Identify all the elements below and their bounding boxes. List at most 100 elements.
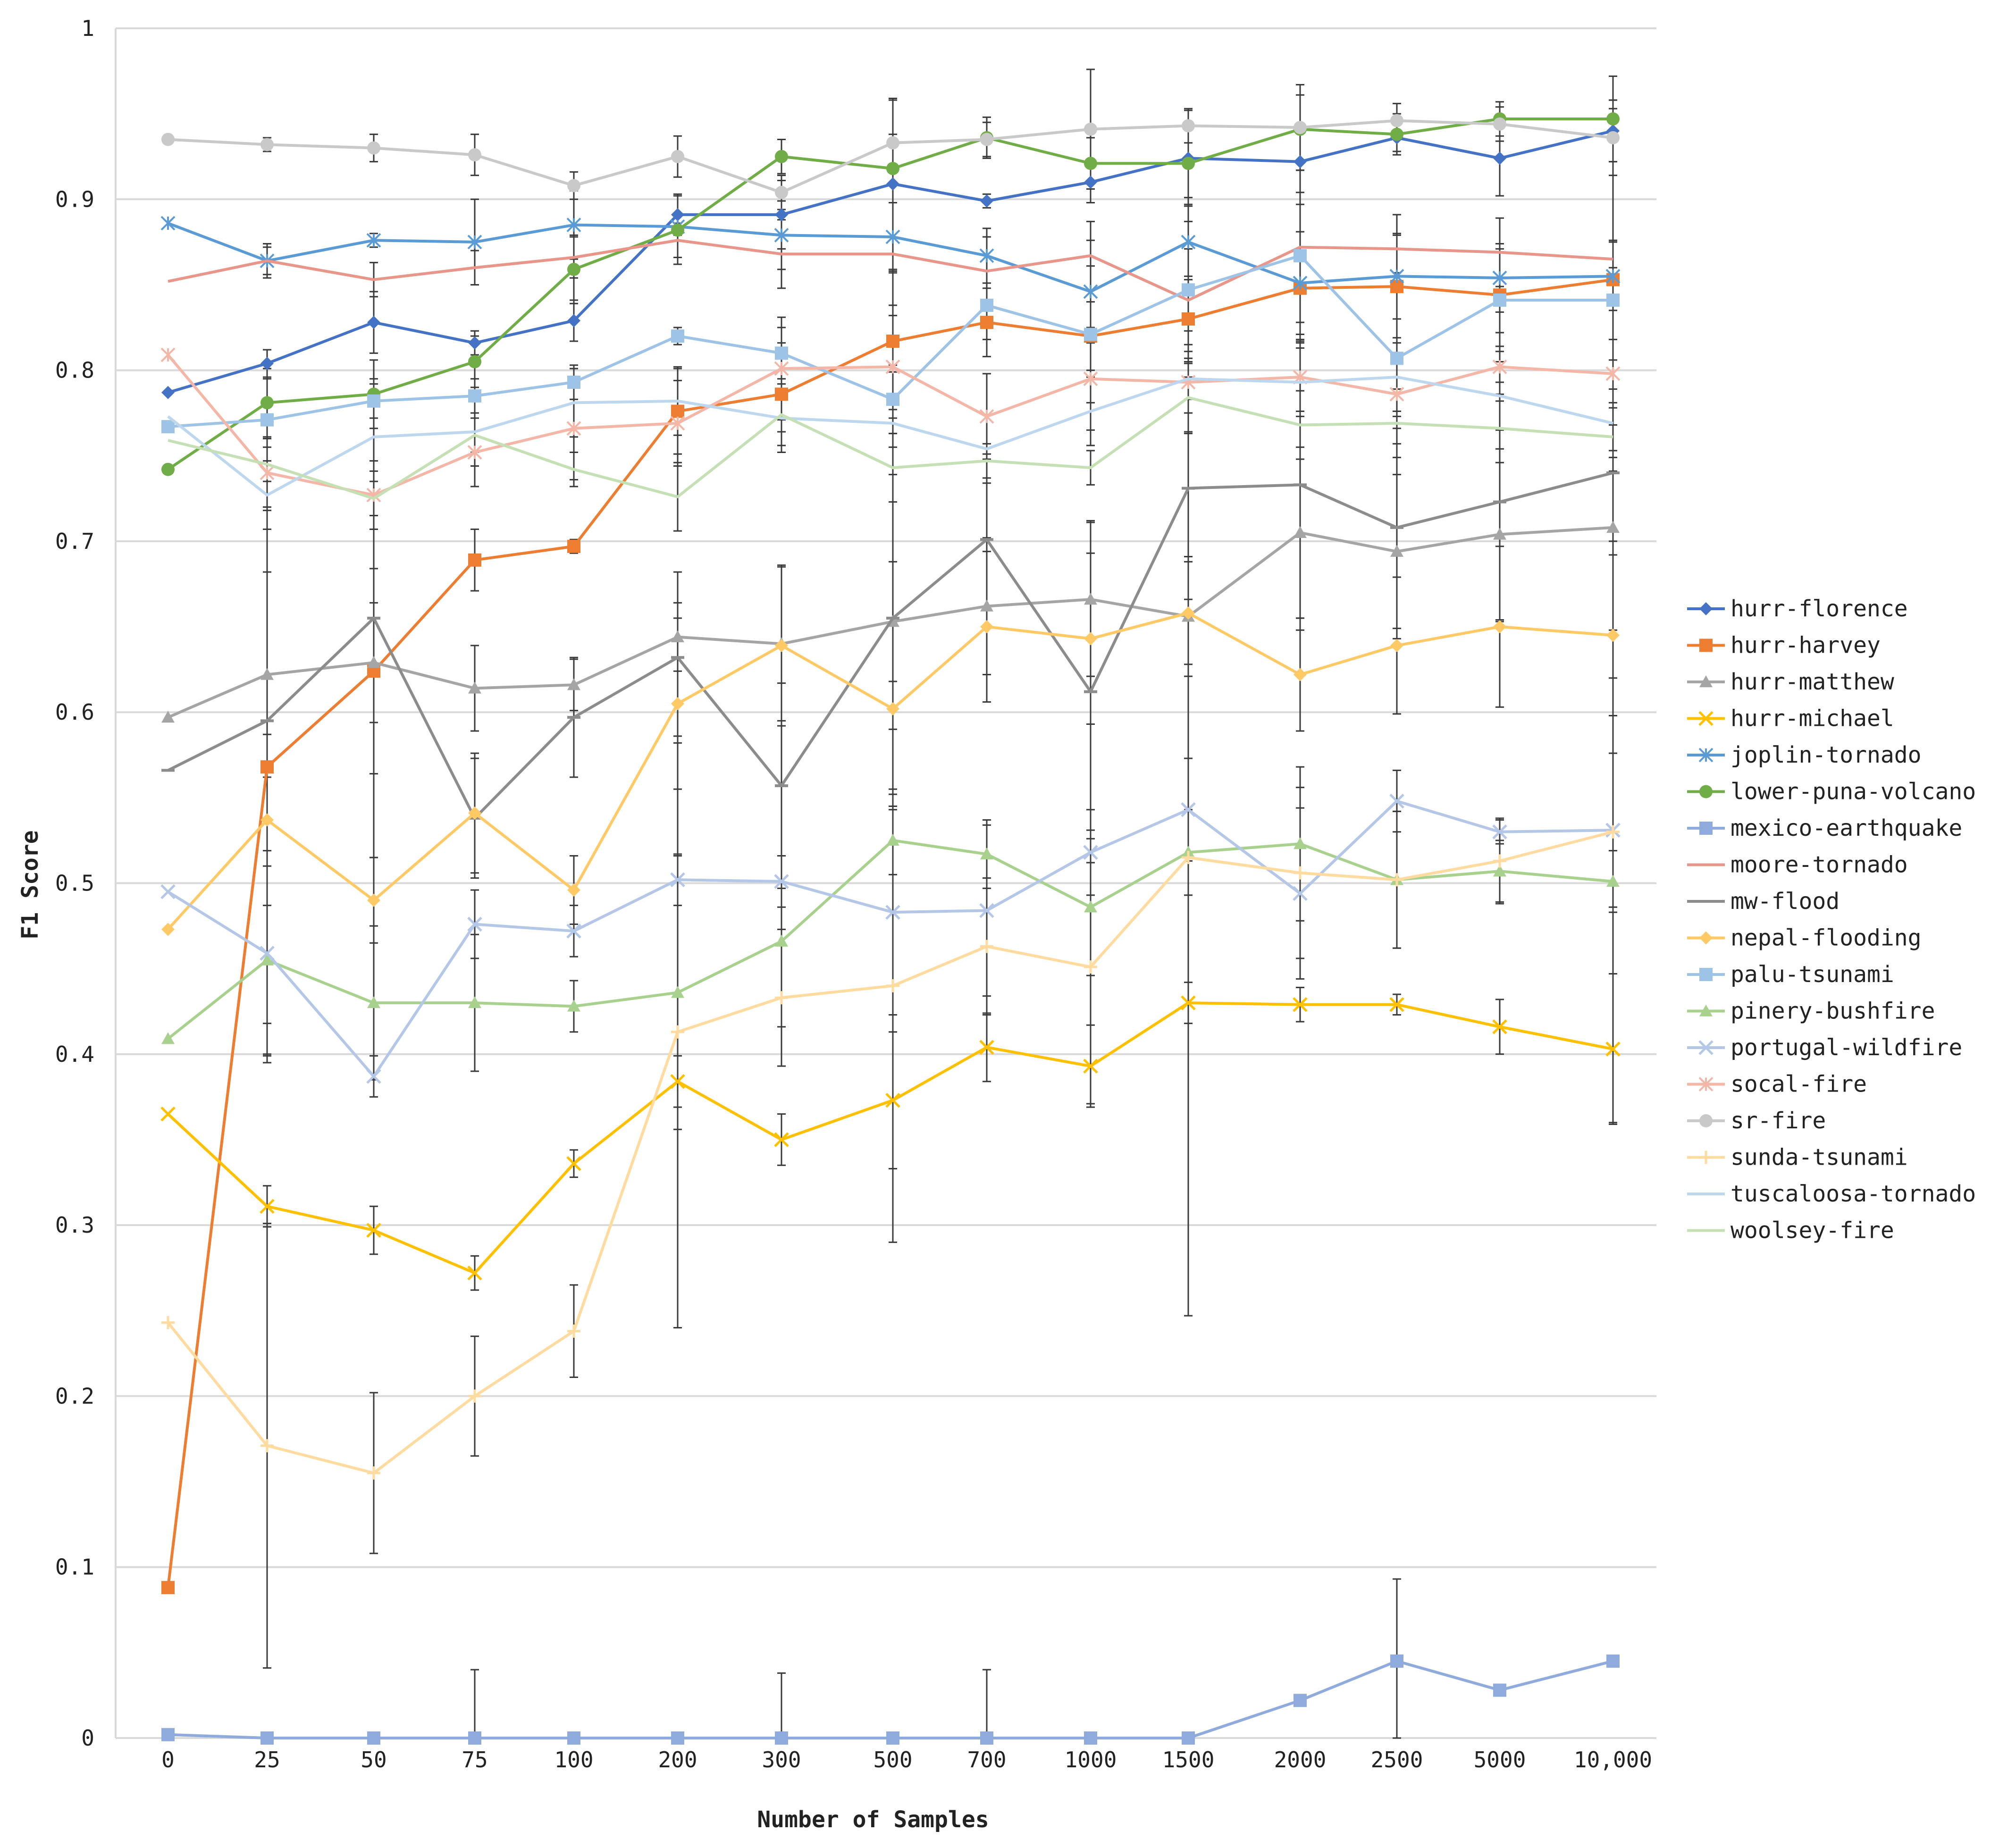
series-sunda-tsunami	[161, 825, 1620, 1480]
data-point	[1182, 1731, 1195, 1745]
x-tick-label: 5000	[1474, 1747, 1526, 1772]
legend-marker	[1699, 1114, 1713, 1127]
data-point	[1084, 122, 1097, 136]
data-point	[567, 1000, 580, 1012]
data-point	[566, 421, 581, 436]
legend-label: lower-puna-volcano	[1730, 779, 1976, 805]
data-point	[367, 1731, 380, 1745]
legend-item: portugal-wildfire	[1687, 1034, 1962, 1061]
data-point	[980, 940, 993, 953]
series-joplin-tornado	[160, 216, 1621, 299]
series-pinery-bushfire	[161, 833, 1620, 1044]
y-tick-label: 0.7	[55, 529, 94, 554]
data-point	[1389, 386, 1404, 402]
legend-marker	[1698, 711, 1714, 726]
data-point	[980, 599, 993, 612]
y-tick-label: 0.8	[55, 358, 94, 383]
data-point	[670, 1074, 685, 1089]
data-point	[260, 465, 275, 480]
x-tick-label: 0	[161, 1747, 175, 1772]
data-point	[980, 316, 993, 329]
data-point	[1294, 668, 1307, 681]
data-point	[468, 996, 481, 1008]
data-point	[468, 336, 481, 350]
data-point	[567, 179, 580, 193]
data-point	[467, 1265, 482, 1281]
legend-item: socal-fire	[1687, 1071, 1867, 1098]
data-point	[367, 996, 380, 1008]
legend-item: mw-flood	[1687, 888, 1840, 915]
data-point	[1606, 629, 1620, 642]
data-point	[980, 298, 993, 312]
data-point	[1389, 997, 1404, 1012]
data-point	[1083, 1058, 1098, 1074]
data-point	[566, 924, 581, 939]
legend-marker	[1699, 1151, 1713, 1164]
data-point	[979, 903, 994, 918]
data-point	[885, 1092, 900, 1108]
x-tick-label: 700	[967, 1747, 1006, 1772]
y-tick-label: 0.9	[55, 186, 94, 212]
series-sr-fire	[161, 114, 1620, 199]
data-point	[671, 208, 684, 221]
data-point	[467, 445, 482, 460]
series-line	[167, 376, 1613, 497]
legend-item: palu-tsunami	[1687, 961, 1894, 988]
data-point	[161, 420, 175, 434]
legend-label: mexico-earthquake	[1730, 815, 1962, 841]
series-hurr-michael	[160, 995, 1621, 1281]
data-point	[260, 1731, 274, 1745]
data-point	[885, 905, 900, 920]
data-point	[980, 620, 993, 634]
data-point	[1390, 127, 1403, 141]
data-point	[1390, 545, 1403, 557]
legend-label: moore-tornado	[1730, 852, 1908, 878]
data-point	[1606, 112, 1620, 126]
data-point	[775, 991, 788, 1005]
data-point	[260, 1439, 274, 1453]
data-point	[1606, 874, 1620, 887]
series-lower-puna-volcano	[161, 112, 1620, 476]
data-point	[1606, 1654, 1620, 1668]
data-point	[671, 1025, 684, 1039]
legend-label: nepal-flooding	[1730, 925, 1922, 951]
data-point	[1493, 865, 1506, 877]
data-point	[1084, 960, 1097, 974]
series-portugal-wildfire	[160, 793, 1621, 1084]
legend-marker	[1698, 1077, 1714, 1092]
data-point	[1493, 151, 1506, 165]
data-point	[367, 394, 380, 408]
data-point	[1084, 157, 1097, 170]
data-point	[1492, 824, 1507, 840]
data-point	[567, 539, 580, 553]
data-point	[1084, 1731, 1097, 1745]
data-point	[979, 1040, 994, 1055]
data-point	[1493, 1683, 1506, 1697]
data-point	[1389, 269, 1404, 284]
data-point	[1182, 606, 1195, 620]
x-tick-label: 200	[658, 1747, 697, 1772]
data-point	[775, 1731, 788, 1745]
data-point	[567, 1731, 580, 1745]
x-tick-label: 2000	[1274, 1747, 1327, 1772]
data-point	[775, 638, 788, 652]
data-point	[260, 953, 274, 966]
data-point	[886, 393, 899, 406]
data-point	[1293, 997, 1308, 1012]
legend-label: hurr-florence	[1730, 596, 1908, 622]
data-point	[670, 416, 685, 431]
legend-item: hurr-florence	[1687, 596, 1908, 622]
legend-label: portugal-wildfire	[1730, 1034, 1962, 1061]
data-point	[775, 150, 788, 163]
data-point	[1605, 366, 1621, 381]
legend-item: mexico-earthquake	[1687, 815, 1962, 841]
data-point	[160, 216, 176, 231]
data-point	[886, 162, 899, 176]
y-tick-label: 0.5	[55, 871, 94, 896]
data-point	[1606, 294, 1620, 307]
data-point	[671, 630, 684, 642]
data-point	[160, 1106, 176, 1122]
data-point	[1181, 995, 1196, 1010]
data-point	[367, 141, 380, 155]
data-point	[980, 847, 993, 860]
